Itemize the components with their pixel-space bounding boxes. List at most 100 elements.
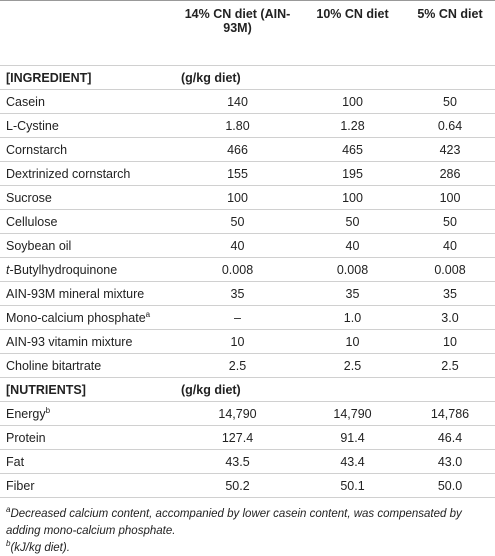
cell-value: 0.008 — [405, 257, 495, 282]
cell-value: 50.0 — [405, 473, 495, 498]
cell-value: 50 — [175, 209, 300, 234]
data-row: Sucrose 100 100 100 — [0, 185, 495, 210]
cell-value: 43.5 — [175, 449, 300, 474]
row-label: Casein — [0, 89, 175, 114]
column-header: 10% CN diet — [300, 0, 405, 66]
cell-value: 466 — [175, 137, 300, 162]
footnotes: aDecreased calcium content, accompanied … — [0, 498, 495, 556]
label-text: Casein — [6, 94, 45, 109]
cell-value: 0.64 — [405, 113, 495, 138]
cell-value: 286 — [405, 161, 495, 186]
label-text: Fiber — [6, 478, 35, 493]
diet-table: 14% CN diet (AIN-93M) 10% CN diet 5% CN di… — [0, 0, 495, 498]
cell-value: 40 — [300, 233, 405, 258]
superscript: a — [145, 309, 151, 319]
label-text: Choline bitartrate — [6, 358, 102, 373]
footnote-text: (kJ/kg diet). — [10, 542, 70, 554]
row-label: Fiber — [0, 473, 175, 498]
cell-value: 10 — [405, 329, 495, 354]
column-header — [0, 0, 175, 66]
data-row: L-Cystine 1.80 1.28 0.64 — [0, 113, 495, 138]
cell-value: 1.0 — [300, 305, 405, 330]
cell-value: 100 — [300, 185, 405, 210]
row-label: Mono-calcium phosphatea — [0, 305, 175, 330]
data-row: Dextrinized cornstarch 155 195 286 — [0, 161, 495, 186]
cell-value: 0.008 — [175, 257, 300, 282]
row-label: Energyb — [0, 401, 175, 426]
label-text: Dextrinized cornstarch — [6, 166, 131, 181]
cell-value: 0.008 — [300, 257, 405, 282]
cell-value: 43.4 — [300, 449, 405, 474]
cell-value: 2.5 — [175, 353, 300, 378]
cell-value: 423 — [405, 137, 495, 162]
cell-value: 40 — [405, 233, 495, 258]
data-row: AIN-93M mineral mixture 35 35 35 — [0, 281, 495, 306]
data-row: Soybean oil 40 40 40 — [0, 233, 495, 258]
cell-value: 50.1 — [300, 473, 405, 498]
row-label: AIN-93 vitamin mixture — [0, 329, 175, 354]
cell-value: 195 — [300, 161, 405, 186]
cell-value: 46.4 — [405, 425, 495, 450]
label-text: Protein — [6, 430, 46, 445]
cell-value: 14,786 — [405, 401, 495, 426]
label-text: Mono-calcium phosphate — [6, 310, 146, 325]
cell-value: 10 — [175, 329, 300, 354]
row-label: Cellulose — [0, 209, 175, 234]
cell-value: 140 — [175, 89, 300, 114]
row-label: Sucrose — [0, 185, 175, 210]
data-row: AIN-93 vitamin mixture 10 10 10 — [0, 329, 495, 354]
label-text: -Butylhydroquinone — [9, 262, 118, 277]
data-row: Protein 127.4 91.4 46.4 — [0, 425, 495, 450]
column-header: 14% CN diet (AIN-93M) — [175, 0, 300, 66]
section-row: [NUTRIENTS] (g/kg diet) — [0, 377, 495, 402]
data-row: Fat 43.5 43.4 43.0 — [0, 449, 495, 474]
row-label: Soybean oil — [0, 233, 175, 258]
cell-value: 2.5 — [405, 353, 495, 378]
row-label: Dextrinized cornstarch — [0, 161, 175, 186]
data-row: Choline bitartrate 2.5 2.5 2.5 — [0, 353, 495, 378]
label-text: AIN-93 vitamin mixture — [6, 334, 133, 349]
section-unit: (g/kg diet) — [175, 65, 495, 90]
cell-value: 40 — [175, 233, 300, 258]
section-title: [NUTRIENTS] — [0, 377, 175, 402]
cell-value: 35 — [405, 281, 495, 306]
data-row: Energyb 14,790 14,790 14,786 — [0, 401, 495, 426]
cell-value: 43.0 — [405, 449, 495, 474]
cell-value: 50.2 — [175, 473, 300, 498]
row-label: Fat — [0, 449, 175, 474]
cell-value: 35 — [175, 281, 300, 306]
cell-value: 155 — [175, 161, 300, 186]
cell-value: 10 — [300, 329, 405, 354]
header-row: 14% CN diet (AIN-93M) 10% CN diet 5% CN di… — [0, 0, 495, 66]
label-text: Fat — [6, 454, 25, 469]
italic-prefix: t — [6, 262, 10, 277]
label-text: Cornstarch — [6, 142, 68, 157]
cell-value: 3.0 — [405, 305, 495, 330]
section-row: [INGREDIENT] (g/kg diet) — [0, 65, 495, 90]
cell-value: 100 — [300, 89, 405, 114]
row-label: Cornstarch — [0, 137, 175, 162]
cell-value: 127.4 — [175, 425, 300, 450]
cell-value: 50 — [300, 209, 405, 234]
row-label: Protein — [0, 425, 175, 450]
footnote-mark: b — [6, 539, 11, 549]
row-label: Choline bitartrate — [0, 353, 175, 378]
cell-value: 14,790 — [300, 401, 405, 426]
cell-value: 2.5 — [300, 353, 405, 378]
data-row: Casein 140 100 50 — [0, 89, 495, 114]
data-row: Cellulose 50 50 50 — [0, 209, 495, 234]
label-text: Cellulose — [6, 214, 58, 229]
cell-value: 465 — [300, 137, 405, 162]
data-row: t-Butylhydroquinone 0.008 0.008 0.008 — [0, 257, 495, 282]
label-text: Energy — [6, 406, 46, 421]
footnote-text: Decreased calcium content, accompanied b… — [6, 508, 462, 537]
superscript: b — [45, 405, 51, 415]
cell-value: 1.80 — [175, 113, 300, 138]
label-text: AIN-93M mineral mixture — [6, 286, 145, 301]
data-row: Mono-calcium phosphatea –1.0 3.0 — [0, 305, 495, 330]
cell-value: 1.28 — [300, 113, 405, 138]
footnote: aDecreased calcium content, accompanied … — [6, 506, 489, 540]
row-label: AIN-93M mineral mixture — [0, 281, 175, 306]
section-title: [INGREDIENT] — [0, 65, 175, 90]
